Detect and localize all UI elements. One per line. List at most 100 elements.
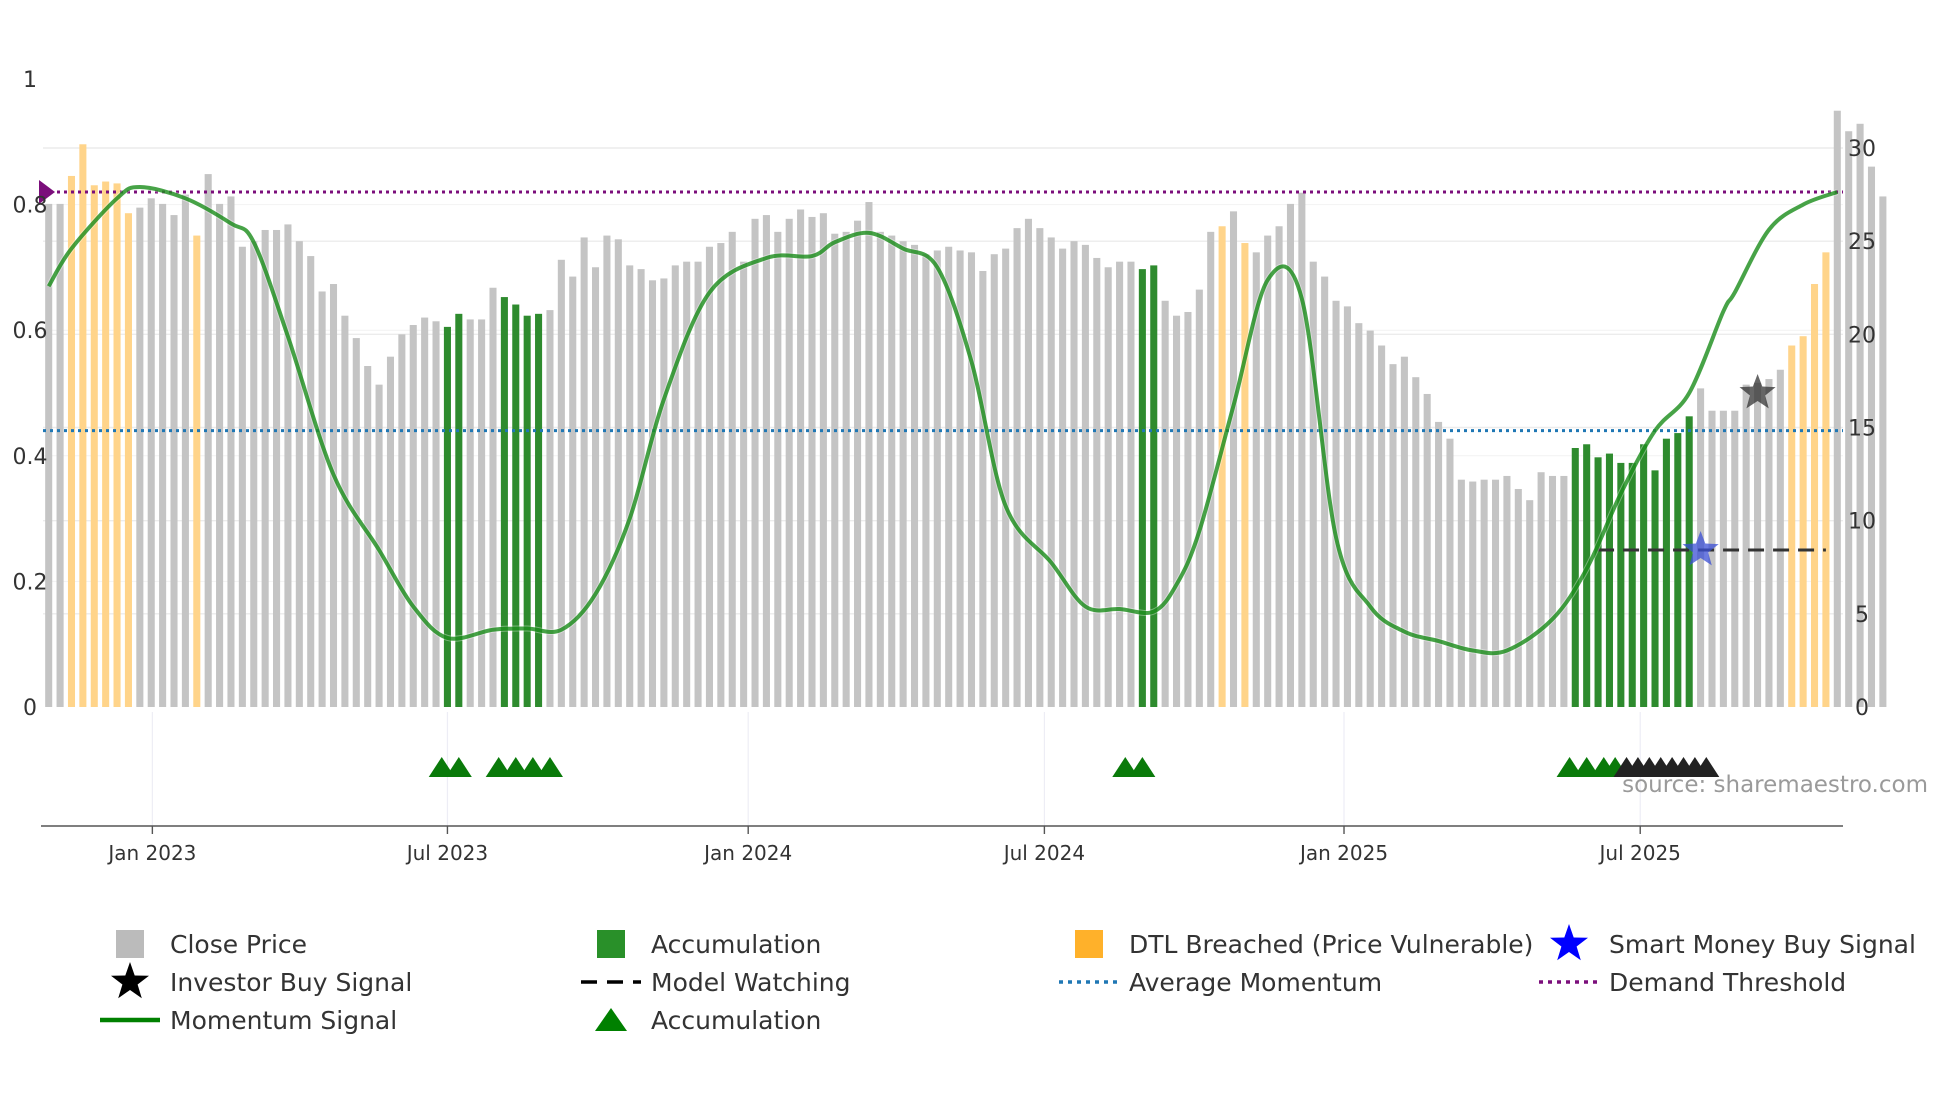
accumulation-marker xyxy=(428,757,455,777)
x-axis-tick-label: Jul 2024 xyxy=(1002,841,1085,865)
accumulation-bar xyxy=(1662,438,1670,707)
close-price-bar xyxy=(1013,228,1021,707)
close-price-bar xyxy=(1526,500,1534,707)
accumulation-bar xyxy=(1571,447,1579,707)
close-price-bar xyxy=(409,325,417,707)
close-price-bar xyxy=(1298,192,1306,708)
legend-star-icon xyxy=(1550,924,1588,961)
close-price-bar xyxy=(1161,300,1169,707)
accumulation-bar xyxy=(1150,265,1158,707)
close-price-bar xyxy=(1537,472,1545,707)
close-price-bar xyxy=(1480,479,1488,707)
close-price-bar xyxy=(375,384,383,707)
accumulation-marker xyxy=(485,757,512,777)
close-price-bar xyxy=(318,291,326,707)
price-bars xyxy=(45,110,1887,708)
legend-star-icon xyxy=(111,962,149,999)
legend-swatch xyxy=(597,930,625,958)
close-price-bar xyxy=(1093,257,1101,707)
close-price-bar xyxy=(956,250,964,707)
close-price-bar xyxy=(751,218,759,707)
close-price-bar xyxy=(1389,364,1397,707)
close-price-bar xyxy=(1833,110,1841,707)
dtl-breached-bar xyxy=(1799,336,1807,707)
close-price-bar xyxy=(603,235,611,707)
accumulation-bar xyxy=(512,304,520,707)
close-price-bar xyxy=(592,267,600,707)
close-price-bar xyxy=(181,194,189,708)
close-price-bar xyxy=(831,233,839,708)
close-price-bar xyxy=(785,218,793,707)
accumulation-bar xyxy=(1685,416,1693,707)
close-price-bar xyxy=(614,239,622,707)
close-price-bar xyxy=(284,224,292,707)
close-price-bar xyxy=(1412,377,1420,707)
close-price-bar xyxy=(1047,237,1055,707)
x-axis-tick-label: Jan 2024 xyxy=(702,841,792,865)
close-price-bar xyxy=(466,319,474,707)
close-price-bar xyxy=(967,252,976,707)
accumulation-bar xyxy=(1628,462,1636,707)
dtl-breached-bar xyxy=(1810,284,1819,707)
right-axis-tick-label: 20 xyxy=(1848,323,1876,348)
close-price-bar xyxy=(945,246,953,708)
close-price-bar xyxy=(1059,248,1067,707)
close-price-bar xyxy=(1195,289,1203,707)
accumulation-bar xyxy=(455,313,463,707)
dtl-breached-bar xyxy=(90,185,98,707)
accumulation-bar xyxy=(1583,444,1591,707)
close-price-bar xyxy=(546,310,554,707)
legend-item: Smart Money Buy Signal xyxy=(1550,924,1916,961)
legend-swatch xyxy=(116,930,144,958)
x-axis-tick-label: Jan 2025 xyxy=(1298,841,1388,865)
close-price-bar xyxy=(1024,218,1032,707)
legend-label: DTL Breached (Price Vulnerable) xyxy=(1129,930,1533,959)
momentum-line-halo xyxy=(46,184,1839,657)
close-price-bar xyxy=(1845,131,1853,708)
close-price-bar xyxy=(159,203,167,707)
accumulation-bar xyxy=(1138,269,1146,707)
close-price-bar xyxy=(170,215,178,707)
line-layer xyxy=(39,180,1843,657)
close-price-bar xyxy=(808,216,816,707)
close-price-bar xyxy=(728,231,736,707)
close-price-bar xyxy=(1002,248,1010,707)
close-price-bar xyxy=(1446,438,1454,707)
signal-markers xyxy=(428,374,1776,777)
dtl-breached-bar xyxy=(1218,226,1226,707)
close-price-bar xyxy=(1423,393,1431,707)
legend-item: Accumulation xyxy=(595,1006,821,1035)
accumulation-marker xyxy=(519,757,546,777)
close-price-bar xyxy=(876,231,884,707)
dtl-breached-bar xyxy=(1822,252,1830,707)
close-price-bar xyxy=(238,246,246,708)
dtl-breached-bar xyxy=(124,213,132,707)
close-price-bar xyxy=(1366,330,1374,707)
close-price-bar xyxy=(136,207,144,708)
close-price-bar xyxy=(1036,228,1044,707)
legend-item: Accumulation xyxy=(597,930,821,959)
accumulation-bar xyxy=(500,297,508,707)
accumulation-bar xyxy=(1594,457,1602,707)
dtl-breached-bar xyxy=(193,235,201,707)
close-price-bar xyxy=(1116,261,1124,707)
dtl-breached-bar xyxy=(1788,345,1796,707)
close-price-bar xyxy=(1492,479,1500,707)
accumulation-marker-dark xyxy=(1693,757,1720,777)
close-price-bar xyxy=(1332,300,1340,707)
watermark: source: sharemaestro.com xyxy=(1622,772,1928,798)
left-axis-tick-label: 0.2 xyxy=(13,570,48,595)
close-price-bar xyxy=(1400,356,1408,707)
close-price-bar xyxy=(216,203,224,707)
accumulation-marker xyxy=(1129,757,1156,777)
right-axis-tick-label: 30 xyxy=(1848,137,1876,162)
momentum-signal-line xyxy=(46,185,1838,656)
accumulation-bar xyxy=(1674,433,1682,707)
accumulation-marker xyxy=(502,757,529,777)
close-price-bar xyxy=(1286,203,1294,707)
close-price-bar xyxy=(1754,382,1762,707)
accumulation-bar xyxy=(1640,444,1648,707)
close-price-bar xyxy=(204,174,212,707)
